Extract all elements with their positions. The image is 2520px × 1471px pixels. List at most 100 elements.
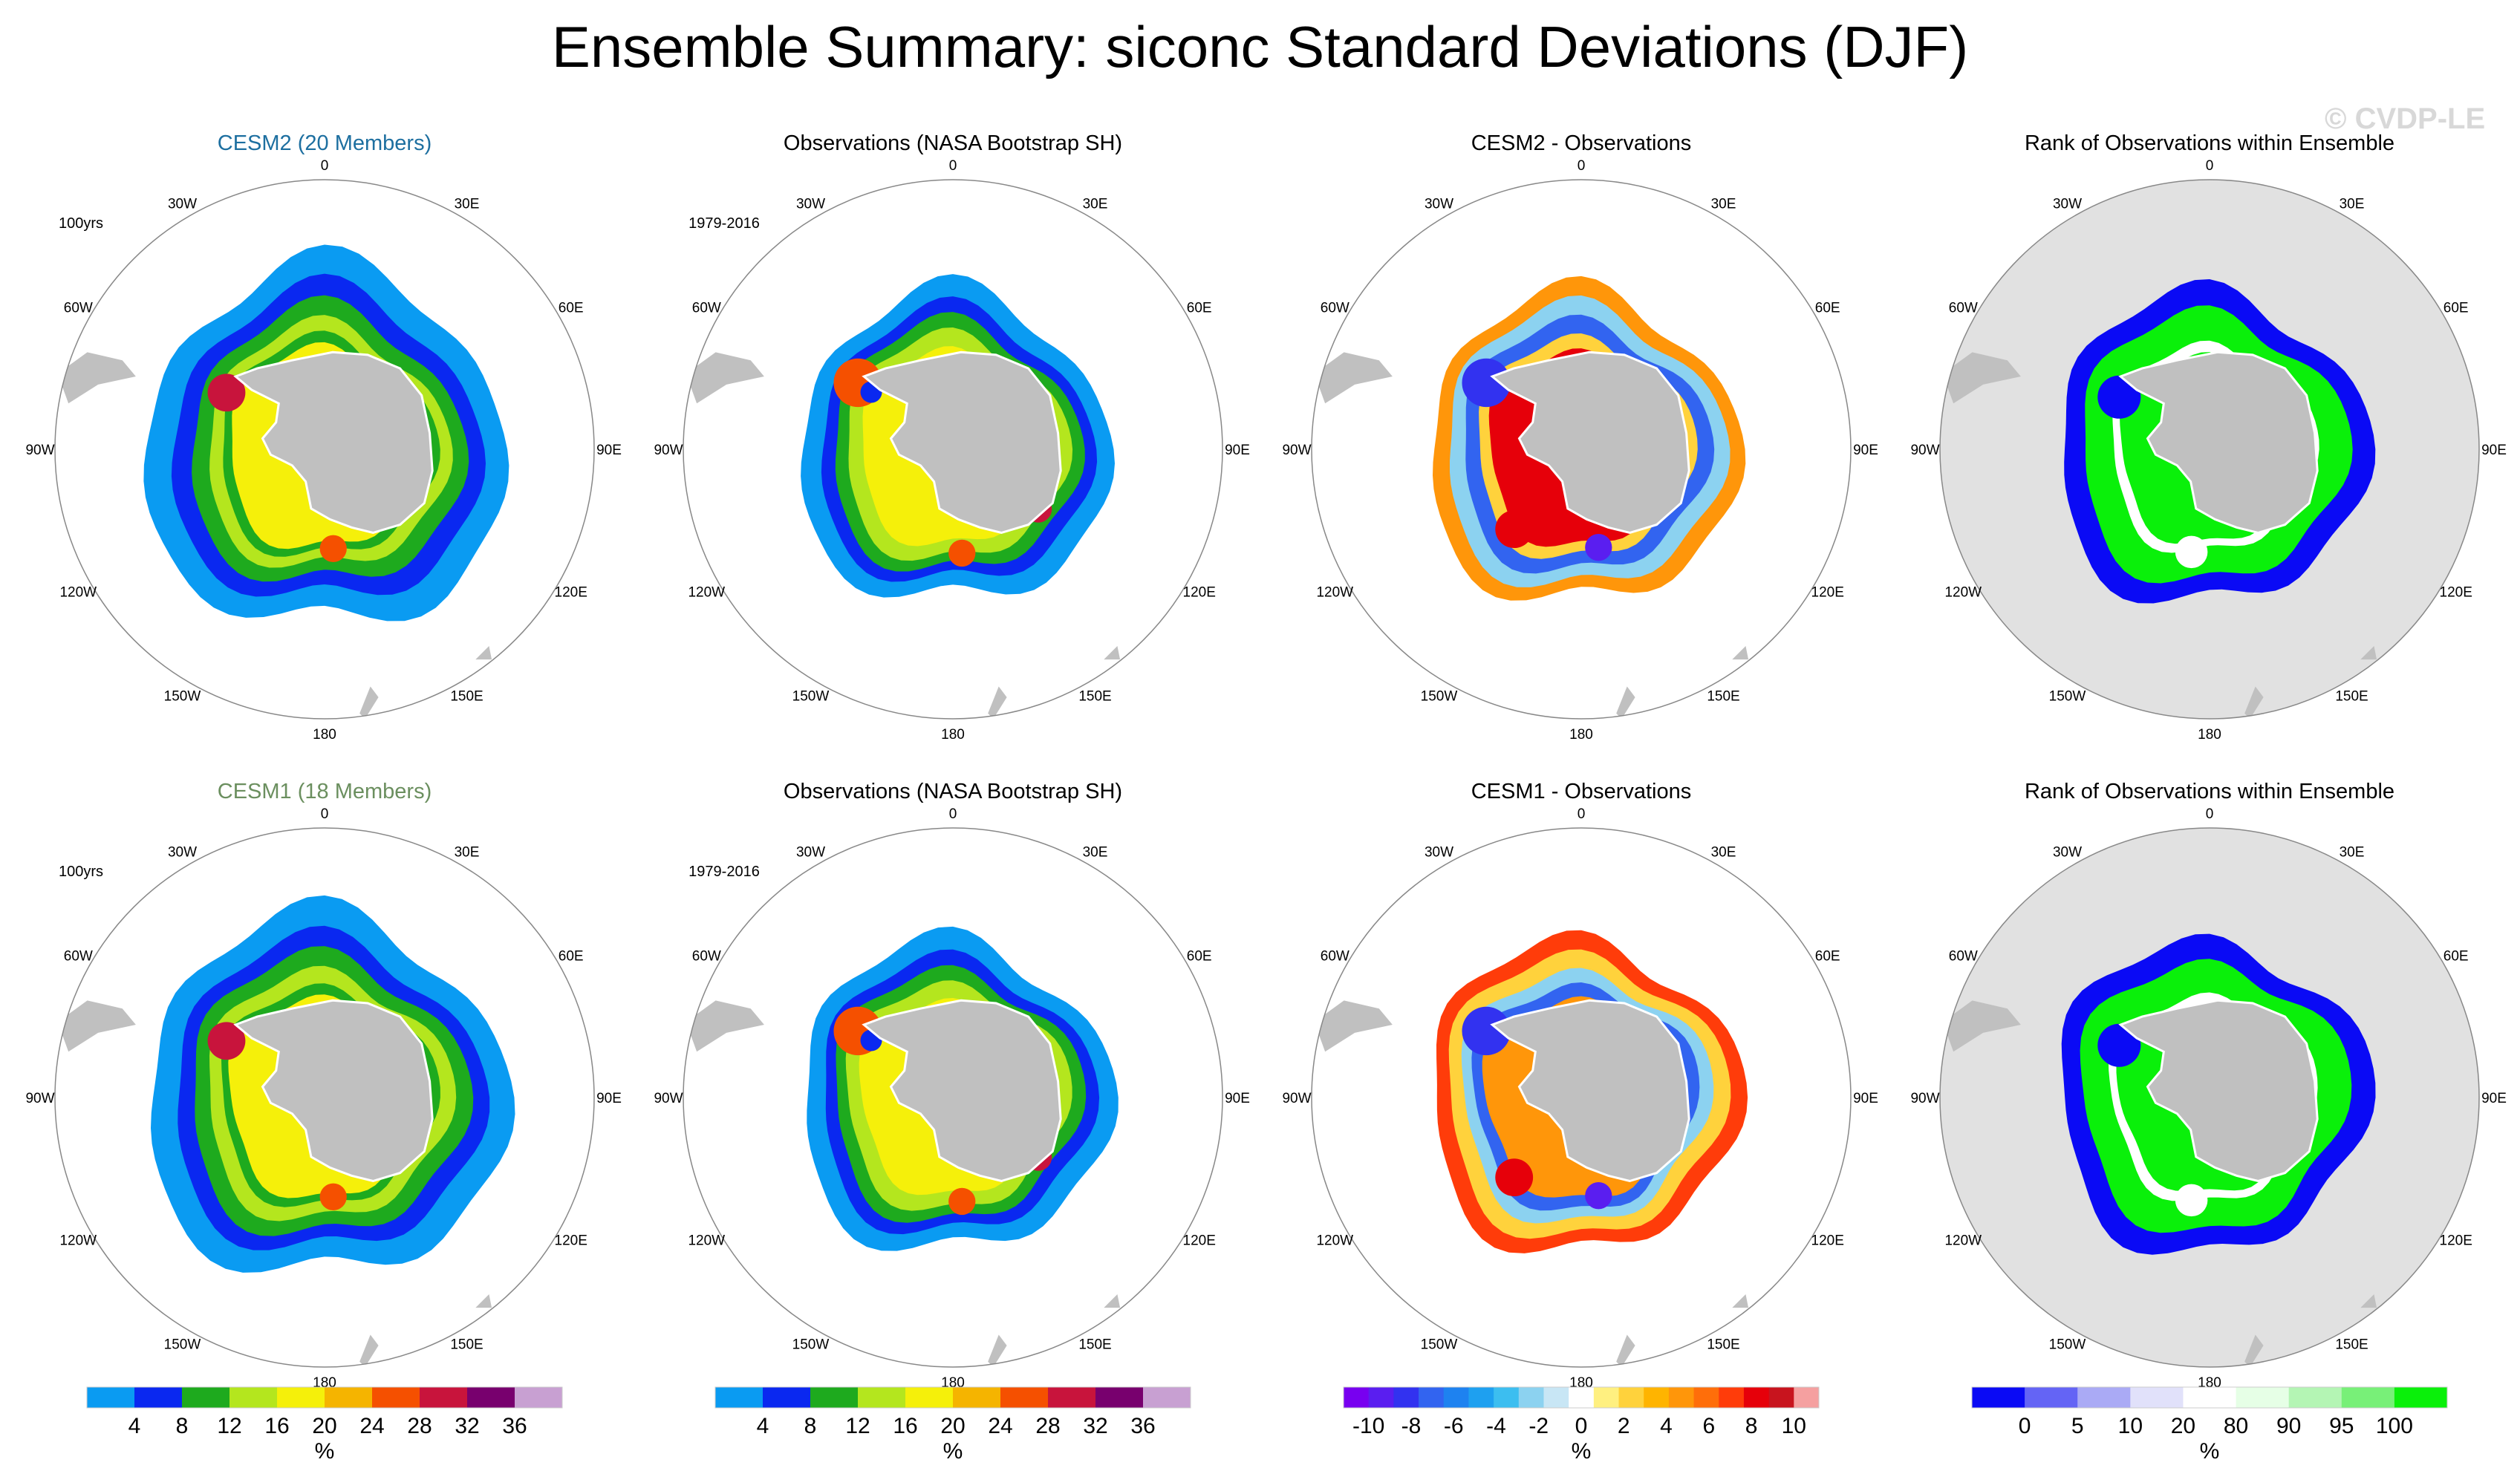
colorbar-swatch <box>1972 1387 2025 1408</box>
colorbar-tick-label: 16 <box>264 1414 289 1438</box>
antarctica-land <box>2118 350 2319 535</box>
longitude-label: 150E <box>1078 689 1111 705</box>
colorbar-swatch <box>467 1387 515 1408</box>
colorbar-swatch <box>858 1387 906 1408</box>
colorbar-swatch <box>1668 1387 1695 1408</box>
map-boundary <box>683 179 1223 720</box>
longitude-label: 60E <box>2444 949 2469 965</box>
colorbar-swatch <box>905 1387 954 1408</box>
colorbar-tick-label: 10 <box>1782 1414 1806 1438</box>
longitude-label: 120E <box>2440 585 2472 601</box>
anomaly-patch <box>207 374 246 412</box>
anomaly-patch <box>948 539 976 567</box>
longitude-label: 120E <box>1183 585 1216 601</box>
longitude-label: 30E <box>2340 196 2365 212</box>
colorbar-swatch <box>1468 1387 1494 1408</box>
map-panel: 030E60E90E120E150E180150W120W90W60W30WRa… <box>1910 780 2506 1391</box>
longitude-label: 180 <box>313 727 336 743</box>
colorbar-tick-label: 100 <box>2376 1414 2413 1438</box>
new-zealand-land <box>359 1334 379 1367</box>
longitude-label: 60E <box>1187 301 1212 316</box>
longitude-label: 90W <box>1282 1091 1311 1106</box>
longitude-label: 90W <box>654 443 683 458</box>
colorbar-swatch <box>1719 1387 1745 1408</box>
longitude-label: 120E <box>1811 585 1844 601</box>
map-field <box>1940 180 2479 719</box>
colorbar-tick-label: 20 <box>312 1414 336 1438</box>
island-land <box>1732 645 1749 660</box>
antarctica-land <box>233 999 434 1183</box>
longitude-label: 30W <box>1425 196 1453 212</box>
map-panel: 0 30E 60E 90E 120E 150E 180 150W 120W 90W 60W 30W CE… <box>1282 131 1878 743</box>
anomaly-patch <box>2097 375 2141 419</box>
colorbar-rank: 0 5 10 20 80 90 95 100% <box>1971 1386 2448 1464</box>
map-boundary <box>1311 179 1852 720</box>
longitude-label: 90E <box>596 443 622 458</box>
longitude-label: 30E <box>1083 844 1108 860</box>
map-field <box>1940 828 2479 1367</box>
longitude-label: 30W <box>1425 844 1453 860</box>
longitude-label: 60W <box>692 949 721 965</box>
longitude-label: 90E <box>1853 1091 1878 1106</box>
map-panel: 0 30E 60E 90E 120E 150E 180 150W 120W 90W 60W 30W CE… <box>25 131 621 743</box>
south-america-land <box>57 1000 136 1052</box>
colorbar-tick-label: 12 <box>217 1414 241 1438</box>
colorbar-tick-label: 32 <box>455 1414 479 1438</box>
longitude-label: 60W <box>1321 949 1349 965</box>
new-zealand-land <box>2244 686 2264 719</box>
colorbar-swatch <box>2183 1387 2237 1408</box>
island-land <box>1732 1294 1749 1308</box>
colorbar-difference: -10 -8 -6 -4 -2 0 2 4 6 8 10% <box>1343 1386 1820 1464</box>
colorbar-swatch <box>2236 1387 2290 1408</box>
colorbar-tick-label: -6 <box>1444 1414 1464 1438</box>
map-boundary <box>1939 179 2480 720</box>
colorbar-tick-label: 24 <box>988 1414 1012 1438</box>
colorbar-tick-label: 0 <box>1575 1414 1588 1438</box>
anomaly-patch <box>1462 1006 1511 1056</box>
longitude-label: 120E <box>555 585 587 601</box>
colorbar-unit: % <box>943 1439 963 1464</box>
anomaly-patch <box>1462 358 1511 408</box>
colorbar-swatch <box>1344 1387 1370 1408</box>
longitude-label: 0 <box>321 806 329 822</box>
colorbar-swatch <box>810 1387 859 1408</box>
longitude-label: 150W <box>164 689 201 705</box>
colorbar-swatch <box>715 1387 764 1408</box>
colorbar-swatch <box>1794 1387 1820 1408</box>
colorbar-swatch <box>1743 1387 1770 1408</box>
colorbar-swatch <box>420 1387 468 1408</box>
colorbar-swatch <box>1368 1387 1394 1408</box>
island-land <box>2360 645 2377 660</box>
new-zealand-land <box>2244 1334 2264 1367</box>
panel-title: Rank of Observations within Ensemble <box>2025 131 2394 155</box>
map-panel: 030E60E90E120E150E180150W120W90W60W30WRa… <box>1910 131 2506 743</box>
longitude-label: 120W <box>59 585 97 601</box>
south-america-land <box>1942 352 2021 404</box>
colorbar-swatch <box>1000 1387 1049 1408</box>
longitude-label: 120W <box>59 1233 97 1249</box>
longitude-label: 0 <box>949 158 957 174</box>
anomaly-patch <box>948 1187 976 1216</box>
longitude-label: 30E <box>455 844 480 860</box>
longitude-label: 0 <box>1578 806 1586 822</box>
panel-title: Rank of Observations within Ensemble <box>2025 780 2394 803</box>
longitude-label: 120W <box>1316 585 1353 601</box>
colorbar-swatch <box>277 1387 325 1408</box>
map-field <box>55 828 594 1367</box>
longitude-label: 60E <box>1815 949 1840 965</box>
colorbar-tick-label: -10 <box>1352 1414 1384 1438</box>
longitude-label: 0 <box>2206 806 2214 822</box>
panel-title: CESM2 - Observations <box>1471 131 1692 155</box>
longitude-label: 60E <box>1815 301 1840 316</box>
longitude-label: 60E <box>559 301 584 316</box>
longitude-label: 120W <box>1944 1233 1982 1249</box>
watermark: © CVDP-LE <box>2325 102 2486 135</box>
longitude-label: 120W <box>688 1233 725 1249</box>
longitude-label: 180 <box>941 727 965 743</box>
colorbar-tick-label: 32 <box>1083 1414 1107 1438</box>
period-label: 100yrs <box>59 864 103 880</box>
map-field <box>1312 828 1851 1367</box>
colorbar-unit: % <box>315 1439 335 1464</box>
longitude-label: 150E <box>1707 689 1739 705</box>
map-boundary <box>683 827 1223 1368</box>
